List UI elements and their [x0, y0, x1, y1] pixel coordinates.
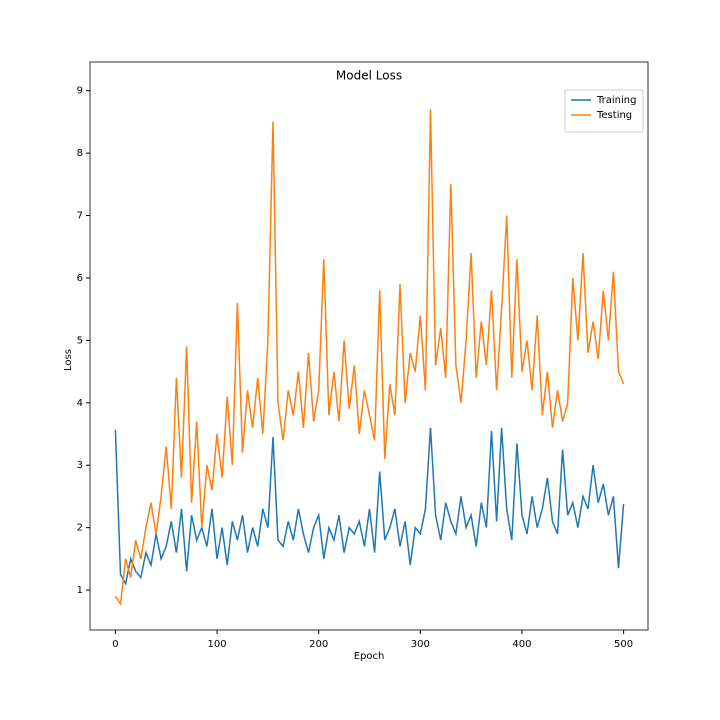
plot-frame — [89, 61, 649, 631]
y-tick-label: 8 — [77, 148, 83, 159]
line — [114, 109, 625, 606]
y-tick-label: 5 — [77, 335, 83, 346]
x-tick-label: 0 — [112, 639, 118, 650]
line — [114, 427, 625, 586]
x-tick-label: 500 — [614, 639, 633, 650]
x-tick-label: 200 — [309, 639, 328, 650]
y-tick-label: 9 — [77, 86, 83, 97]
x-tick-label: 400 — [512, 639, 531, 650]
y-tick-label: 3 — [77, 460, 83, 471]
y-tick-label: 4 — [77, 398, 83, 409]
y-tick-label: 2 — [77, 523, 83, 534]
legend-label: Training — [596, 95, 636, 106]
chart-title: Model Loss — [336, 69, 402, 83]
y-tick-label: 1 — [77, 585, 83, 596]
y-tick-label: 7 — [77, 211, 83, 222]
x-tick-label: 100 — [208, 639, 227, 650]
y-axis-label: Loss — [63, 349, 74, 371]
x-axis-label: Epoch — [354, 651, 385, 662]
x-tick-label: 300 — [411, 639, 430, 650]
legend-label: Testing — [596, 110, 632, 121]
y-tick-label: 6 — [77, 273, 83, 284]
